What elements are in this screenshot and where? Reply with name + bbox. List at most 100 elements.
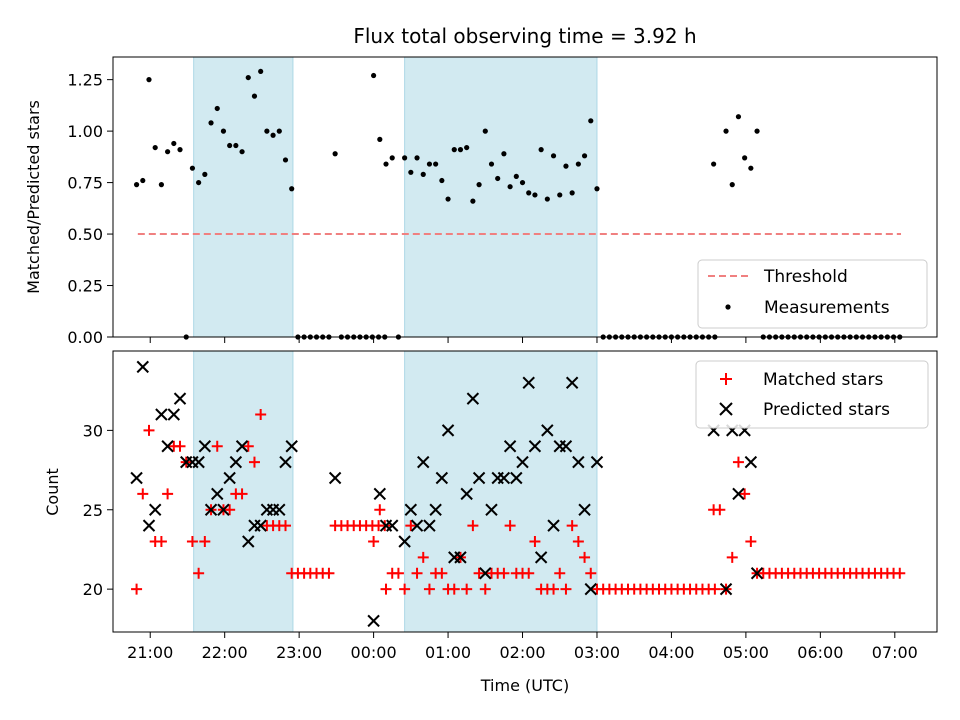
legend-matched-label: Matched stars: [763, 370, 883, 390]
measurement-point: [165, 149, 171, 155]
measurement-point: [488, 161, 495, 167]
measurement-point: [742, 155, 748, 161]
measurement-point: [258, 68, 264, 75]
predicted-star-point: [217, 503, 230, 516]
measurement-point: [377, 136, 383, 142]
predicted-star-point: [522, 376, 535, 389]
measurement-point: [594, 186, 600, 192]
matched-star-point: [193, 567, 205, 579]
measurement-point: [550, 153, 557, 159]
predicted-star-point: [572, 455, 585, 469]
measurement-point: [519, 179, 526, 186]
predicted-star-point: [497, 471, 511, 485]
matched-star-point: [709, 583, 721, 595]
predicted-star-point: [161, 440, 174, 453]
top-legend: Threshold Measurements: [697, 259, 928, 329]
measurement-point: [457, 147, 464, 153]
matched-star-point: [248, 456, 260, 468]
predicted-star-point: [130, 471, 143, 485]
bottom-legend: Matched stars Predicted stars: [695, 360, 929, 429]
measurement-point: [383, 161, 389, 167]
predicted-star-point: [732, 487, 745, 501]
predicted-star-point: [242, 535, 255, 548]
x-tick-label: 21:00: [127, 643, 173, 662]
predicted-star-point: [485, 503, 498, 516]
predicted-star-point: [279, 455, 292, 469]
legend-predicted-label: Predicted stars: [763, 400, 890, 420]
measurement-point: [189, 165, 196, 171]
top-x-axis-ticks: [149, 337, 896, 343]
measurement-point: [735, 114, 742, 120]
matched-star-point: [423, 583, 435, 595]
predicted-star-point: [429, 503, 442, 516]
matched-star-point: [399, 583, 411, 595]
predicted-star-point: [510, 471, 523, 485]
matched-star-point: [448, 583, 460, 595]
matched-star-point: [548, 583, 560, 595]
matched-star-point: [745, 536, 757, 548]
top-panel: 0.00 0.25 0.50 0.75 1.00 1.25 Matched/Predict…: [24, 56, 938, 347]
predicted-star-point: [750, 567, 764, 580]
legend-predicted-swatch: [719, 402, 733, 416]
measurement-point: [239, 149, 245, 155]
matched-star-point: [211, 440, 223, 452]
bottom-shaded-intervals: [193, 350, 598, 633]
matched-star-point: [143, 424, 155, 436]
measurement-point: [371, 72, 377, 79]
predicted-star-point: [373, 487, 387, 501]
matched-star-point: [236, 488, 248, 500]
x-tick-label: 07:00: [872, 643, 918, 662]
predicted-star-point: [590, 455, 604, 469]
matched-star-point: [739, 488, 751, 500]
matched-star-point: [467, 520, 479, 532]
measurement-point: [495, 175, 501, 182]
matched-star-point: [137, 488, 149, 500]
predicted-star-point: [155, 408, 168, 421]
matched-star-point: [405, 520, 417, 532]
measurement-point: [220, 128, 227, 134]
predicted-star-point: [534, 551, 548, 564]
predicted-star-point: [559, 440, 573, 453]
predicted-star-point: [173, 392, 187, 405]
legend-measurements-swatch: [725, 304, 731, 310]
measurement-point: [557, 192, 563, 198]
top-y-axis-label: Matched/Predicted stars: [24, 100, 43, 294]
predicted-star-point: [460, 487, 473, 501]
matched-star-point: [461, 583, 473, 595]
matched-star-point: [436, 567, 448, 579]
matched-star-point: [411, 567, 423, 579]
predicted-star-point: [578, 503, 591, 516]
matched-star-point: [199, 536, 211, 548]
matched-star-point: [131, 583, 143, 595]
predicted-star-point: [192, 455, 205, 469]
predicted-star-point: [148, 503, 162, 516]
predicted-star-point: [235, 440, 249, 453]
measurement-point: [402, 155, 408, 161]
x-tick-label: 06:00: [797, 643, 843, 662]
predicted-star-point: [404, 503, 418, 516]
matched-star-point: [242, 440, 254, 452]
measurement-point: [177, 147, 183, 153]
y-tick-label: 30: [83, 421, 103, 440]
measurement-point: [544, 196, 550, 202]
measurement-point: [538, 147, 544, 153]
x-tick-label: 02:00: [499, 643, 545, 662]
measurement-point: [563, 163, 569, 169]
bottom-x-axis-ticks: 21:00 22:00 23:00 00:00 01:00 02:00 03:00 04:00…: [127, 632, 918, 662]
measurement-point: [146, 77, 152, 83]
predicted-star-point: [198, 440, 212, 453]
matched-star-point: [554, 567, 566, 579]
measurement-point: [575, 161, 581, 167]
y-tick-label: 1.00: [67, 122, 103, 141]
y-tick-label: 0.25: [67, 277, 103, 296]
matched-star-point: [894, 567, 906, 579]
predicted-star-point: [565, 376, 579, 389]
predicted-star-point: [229, 455, 243, 469]
matched-star-point: [726, 551, 738, 563]
predicted-star-point: [528, 440, 542, 453]
matched-star-point: [732, 456, 744, 468]
measurement-point: [754, 128, 760, 134]
measurement-point: [470, 198, 476, 204]
predicted-star-point: [223, 471, 236, 485]
